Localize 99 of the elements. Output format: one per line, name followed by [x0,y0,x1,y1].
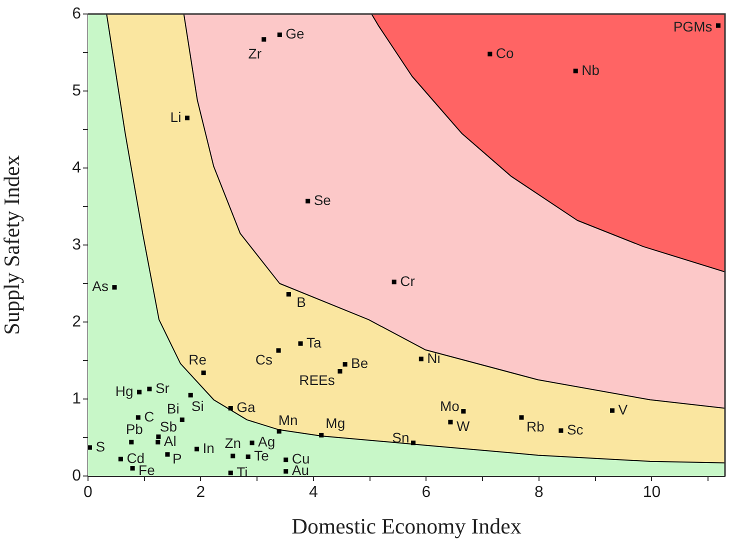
point [262,37,266,42]
point [188,392,193,398]
point [129,440,134,444]
annotation: As [92,278,108,294]
point [716,23,720,28]
annotation: Cr [400,272,416,289]
point [136,415,140,420]
point [448,420,453,424]
annotation: Mn [278,412,298,428]
point [284,458,288,462]
point [230,454,236,458]
annotation: S [96,438,106,454]
annotation: Si [191,398,204,414]
point [130,466,135,471]
annotation: P [172,450,182,466]
point [165,452,170,457]
annotation: Mo [440,398,460,414]
point [194,446,200,452]
point [276,348,281,353]
annotation: Re [188,352,207,368]
point [298,341,303,346]
point [319,432,324,438]
point [118,456,123,462]
annotation: Sc [566,421,584,438]
point [286,292,291,297]
y-tick-label: 1 [72,390,82,408]
annotation: Mg [326,415,346,432]
y-tick-label: 0 [72,467,82,484]
annotation: Bi [166,400,180,417]
annotation: Sn [392,430,410,446]
y-tick-label: 6 [72,5,82,22]
annotation: Li [170,108,182,125]
y-axis-title: Supply Safety Index [0,155,24,335]
annotation: Co [496,44,514,61]
point [228,470,233,476]
point [156,434,161,439]
annotation: Ti [236,464,248,480]
annotation: Zn [224,434,242,451]
annotation: B [296,294,306,310]
annotation: C [144,408,154,424]
x-axis-title: Domestic Economy Index [292,514,522,539]
annotation: Ag [258,434,276,450]
annotation: Cs [255,351,273,368]
point [180,418,184,422]
point [306,198,310,204]
annotation: In [202,440,214,456]
point [284,469,288,474]
point [112,285,117,290]
x-tick-label: 2 [196,484,206,502]
point [519,415,524,420]
annotation: Zr [248,45,262,62]
y-tick-label: 2 [72,313,82,330]
point [338,369,342,374]
annotation: REEs [299,372,335,388]
point [246,454,250,460]
point [558,428,564,433]
point [277,32,282,38]
annotation: Be [351,355,368,372]
point [137,390,142,394]
annotation: Ni [427,350,440,366]
point [88,445,92,450]
annotation: Sr [155,380,170,396]
x-tick-label: 0 [84,484,93,502]
point [342,362,348,367]
annotation: Nb [582,62,600,78]
point [228,406,233,411]
y-tick-label: 3 [72,236,82,254]
x-tick-label: 10 [642,484,661,502]
annotation: Al [164,432,176,449]
point [147,386,152,392]
point [276,429,282,434]
point [573,68,578,74]
x-tick-label: 8 [534,484,544,502]
annotation: Se [314,192,332,208]
point [610,408,615,413]
annotation: Hg [115,382,134,399]
annotation: Sb [160,418,178,435]
point [250,440,254,446]
annotation: Te [254,448,270,464]
point [184,116,190,120]
annotation: Ta [306,334,322,350]
point [392,280,396,284]
annotation: Ga [236,399,256,416]
y-tick-label: 5 [72,82,82,100]
annotation: Ge [286,26,305,42]
point [411,440,416,446]
point [201,370,206,376]
x-tick-label: 4 [309,484,318,502]
point [418,356,424,362]
y-tick-label: 4 [72,159,82,176]
point [461,409,466,414]
annotation: Pb [126,420,144,437]
annotation: V [618,401,628,418]
annotation: W [456,418,470,434]
annotation: Rb [526,418,545,434]
annotation: PGMs [673,18,712,34]
point [156,440,160,444]
x-tick-label: 6 [422,484,431,502]
point [488,52,492,56]
